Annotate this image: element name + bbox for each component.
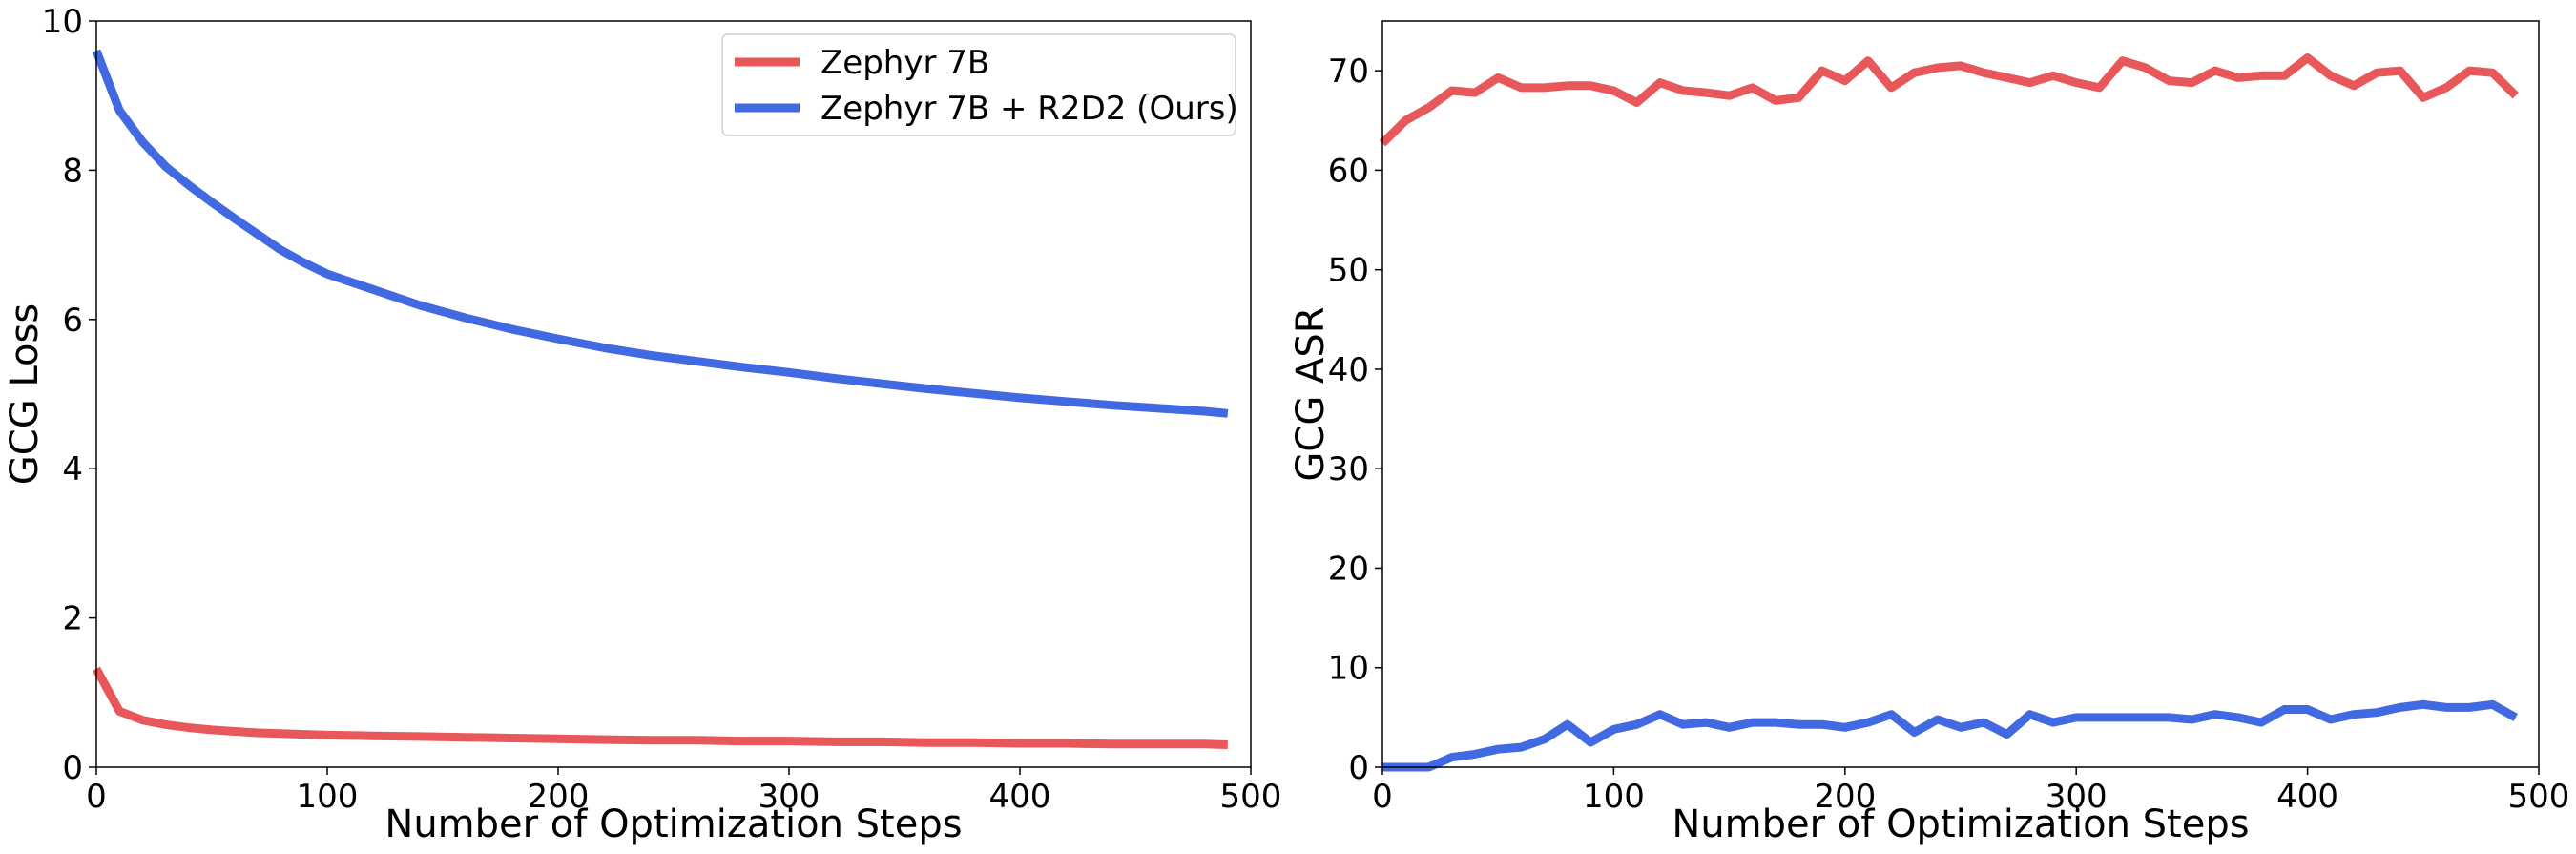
x-tick-label: 500	[1220, 778, 1282, 816]
series-group	[1379, 53, 2519, 772]
x-tick-label: 300	[2046, 778, 2108, 816]
x-tick-label: 400	[989, 778, 1051, 816]
x-axis-label: Number of Optimization Steps	[1672, 802, 2249, 846]
y-tick-label: 30	[1328, 450, 1369, 489]
x-tick-label: 0	[86, 778, 107, 816]
x-tick-label: 100	[297, 778, 359, 816]
y-tick-label: 70	[1328, 52, 1369, 91]
y-tick-label: 10	[1328, 650, 1369, 688]
legend-label: Zephyr 7B + R2D2 (Ours)	[821, 90, 1238, 128]
y-tick-label: 6	[62, 302, 83, 340]
y-tick-label: 0	[62, 749, 83, 787]
y-tick-label: 0	[1348, 749, 1369, 787]
plot-frame	[1381, 20, 2540, 768]
y-tick-label: 2	[62, 600, 83, 638]
series-group	[92, 49, 1229, 749]
y-axis-label: GCG Loss	[3, 303, 47, 485]
chart-gcg-loss: 0 100 200 300 400 500 0 2 4 6 8 10 Number of Optimiz…	[3, 3, 1281, 846]
legend-label: Zephyr 7B	[821, 44, 989, 82]
x-tick-label: 500	[2508, 778, 2570, 816]
x-tick-label: 100	[1583, 778, 1645, 816]
series-line-zephyr-7b-r2d2	[92, 49, 1229, 418]
y-tick-label: 4	[62, 450, 83, 489]
series-line-zephyr-7b-r2d2	[1382, 699, 2518, 772]
x-tick-label: 300	[758, 778, 821, 816]
y-axis-label: GCG ASR	[1289, 306, 1333, 481]
legend: Zephyr 7B Zephyr 7B + R2D2 (Ours)	[721, 33, 1238, 136]
y-tick-label: 60	[1328, 152, 1369, 190]
x-tick-label: 0	[1372, 778, 1393, 816]
series-line-zephyr-7b	[1379, 53, 2519, 147]
y-tick-label: 8	[62, 152, 83, 190]
y-tick-label: 50	[1328, 252, 1369, 290]
y-tick-label: 20	[1328, 550, 1369, 588]
x-tick-label: 200	[1814, 778, 1876, 816]
series-line-zephyr-7b	[93, 666, 1228, 749]
legend-box	[721, 33, 1236, 136]
x-axis-label: Number of Optimization Steps	[384, 802, 962, 846]
plot-frame	[95, 20, 1252, 768]
chart-gcg-asr: 0 100 200 300 400 500 0 10 20 30 40 50 60 70 Number of…	[1289, 20, 2570, 846]
x-tick-label: 400	[2276, 778, 2338, 816]
y-tick-label: 40	[1328, 351, 1369, 389]
x-tick-label: 200	[528, 778, 590, 816]
y-tick-label: 10	[42, 3, 83, 41]
